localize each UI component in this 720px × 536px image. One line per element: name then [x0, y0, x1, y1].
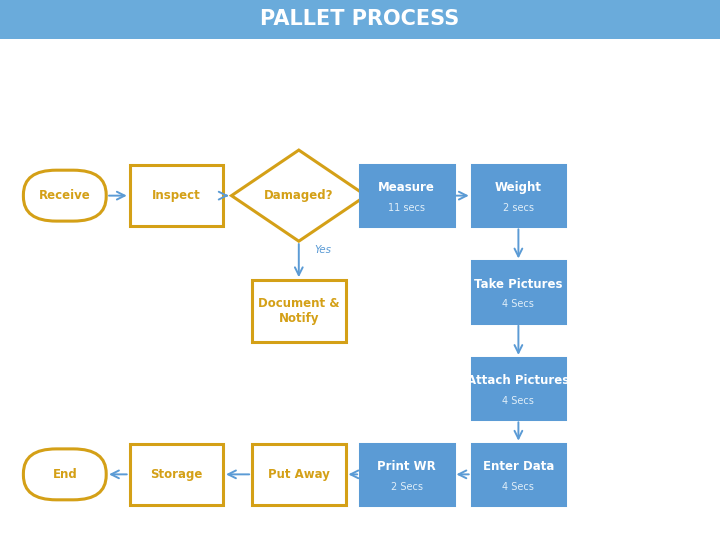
- Text: 4 Secs: 4 Secs: [503, 396, 534, 406]
- FancyBboxPatch shape: [130, 444, 223, 505]
- Text: Damaged?: Damaged?: [264, 189, 333, 202]
- Text: Put Away: Put Away: [268, 468, 330, 481]
- Text: Weight: Weight: [495, 181, 542, 194]
- Text: Yes: Yes: [315, 245, 332, 255]
- FancyBboxPatch shape: [23, 170, 107, 221]
- FancyBboxPatch shape: [360, 165, 454, 226]
- Text: Inspect: Inspect: [152, 189, 201, 202]
- FancyBboxPatch shape: [252, 280, 346, 342]
- FancyBboxPatch shape: [23, 449, 107, 500]
- Text: 4 Secs: 4 Secs: [503, 300, 534, 309]
- Text: PALLET PROCESS: PALLET PROCESS: [261, 9, 459, 29]
- FancyBboxPatch shape: [472, 261, 565, 323]
- Text: 2 secs: 2 secs: [503, 203, 534, 213]
- FancyBboxPatch shape: [472, 358, 565, 419]
- Text: Print WR: Print WR: [377, 460, 436, 473]
- Text: 4 Secs: 4 Secs: [503, 482, 534, 492]
- FancyBboxPatch shape: [130, 165, 223, 226]
- Text: 2 Secs: 2 Secs: [391, 482, 423, 492]
- Text: Receive: Receive: [39, 189, 91, 202]
- Polygon shape: [231, 150, 366, 241]
- FancyBboxPatch shape: [360, 444, 454, 505]
- Text: Measure: Measure: [379, 181, 435, 194]
- Text: 11 secs: 11 secs: [388, 203, 426, 213]
- Text: Document &
Notify: Document & Notify: [258, 297, 340, 325]
- FancyBboxPatch shape: [0, 0, 720, 39]
- FancyBboxPatch shape: [252, 444, 346, 505]
- Text: Enter Data: Enter Data: [482, 460, 554, 473]
- Text: Attach Pictures: Attach Pictures: [467, 374, 570, 387]
- FancyBboxPatch shape: [472, 165, 565, 226]
- Text: End: End: [53, 468, 77, 481]
- Text: Storage: Storage: [150, 468, 202, 481]
- Text: Take Pictures: Take Pictures: [474, 278, 562, 291]
- FancyBboxPatch shape: [472, 444, 565, 505]
